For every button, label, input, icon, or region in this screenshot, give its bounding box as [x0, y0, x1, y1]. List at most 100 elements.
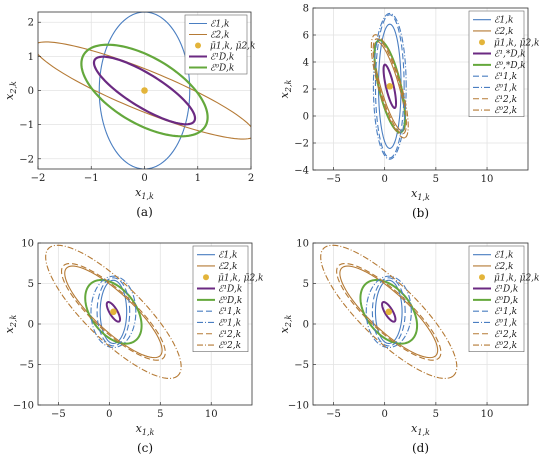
legend-label: ℰ2,k [494, 262, 514, 272]
legend-label: ℰ⁰D,k [494, 296, 518, 306]
ellipse-ed0k [359, 279, 419, 345]
legend: ℰ1,kℰ2,kμ̄1,k, μ̄2,kℰ¹,*D,kℰ⁰,*D,kℰ¹1,kℰ… [468, 10, 540, 117]
x-tick-label: 5 [433, 174, 439, 185]
legend-label: ℰ⁰1,k [218, 318, 241, 328]
ellipse-e10k [372, 12, 407, 160]
ellipse-ed1k [105, 301, 122, 323]
legend-label: ℰ⁰1,k [494, 83, 517, 93]
y-tick-label: 0 [303, 320, 309, 331]
legend-label: ℰ¹1,k [494, 72, 517, 82]
panel-caption: (d) [412, 441, 429, 455]
center-point [385, 308, 393, 316]
x-tick-label: 0 [381, 409, 387, 420]
x-tick-label: 2 [248, 173, 254, 184]
ellipse-e1k [98, 12, 191, 169]
ellipse-ed0k [84, 279, 143, 345]
series-group [320, 244, 458, 379]
y-tick-label: 5 [303, 279, 309, 290]
ellipse-e1k [374, 279, 403, 344]
y-tick-label: 0 [28, 86, 34, 97]
ellipse-e20k [320, 244, 458, 379]
legend-label: ℰ1,k [494, 251, 514, 261]
legend-label: ℰ1,k [494, 16, 514, 26]
x-tick-label: 0 [106, 409, 112, 420]
x-tick-label: 10 [481, 409, 494, 420]
y-axis-label: x2,k [278, 315, 293, 334]
legend-label: ℰ¹D,k [210, 53, 234, 63]
y-tick-label: −5 [19, 360, 34, 371]
legend-marker [195, 42, 201, 49]
ellipse-e20k [45, 244, 182, 379]
y-tick-label: −2 [19, 154, 34, 165]
y-tick-label: 10 [21, 239, 34, 250]
center-point [386, 83, 394, 90]
x-tick-label: −2 [31, 173, 46, 184]
legend-marker [479, 39, 485, 46]
x-tick-label: 1 [195, 173, 201, 184]
y-tick-label: −10 [13, 401, 34, 412]
legend-label: ℰ¹D,k [218, 285, 242, 295]
legend-label: μ̄1,k, μ̄2,k [210, 42, 256, 52]
y-tick-label: 0 [28, 320, 34, 331]
ellipse-e11k [96, 277, 131, 347]
y-tick-label: 1 [28, 52, 34, 63]
ellipse-e21k [372, 38, 407, 135]
x-tick-label: 10 [205, 409, 218, 420]
legend-label: μ̄1,k, μ̄2,k [494, 38, 540, 48]
panel-caption: (b) [412, 206, 429, 220]
legend-label: μ̄1,k, μ̄2,k [218, 273, 264, 283]
legend-label: ℰ⁰2,k [218, 341, 241, 351]
y-tick-label: 4 [303, 58, 309, 69]
ellipse-e20k [370, 34, 409, 139]
legend-label: ℰ¹2,k [494, 95, 517, 105]
center-point [141, 87, 148, 94]
ellipse-ed1k [382, 63, 398, 109]
y-tick-label: 2 [303, 85, 309, 96]
ellipse-e11k [374, 14, 405, 159]
legend-label: ℰ¹2,k [218, 330, 241, 340]
ellipse-e2k [38, 41, 251, 140]
legend-label: ℰ⁰D,k [210, 64, 234, 74]
ellipse-e10k [90, 275, 137, 349]
series-group [370, 12, 409, 160]
legend-label: ℰ¹2,k [494, 330, 517, 340]
y-tick-label: 0 [303, 112, 309, 123]
x-tick-label: 5 [157, 409, 163, 420]
chart-panel-2: −5 0 5 10 −4 −2 0 2 4 6 8 x1,k x2,k ℰ1,kℰ2,kμ̄1,k, μ̄… [278, 4, 540, 221]
legend-label: ℰ⁰1,k [494, 318, 517, 328]
series-group [38, 12, 251, 169]
y-tick-label: −5 [294, 360, 309, 371]
x-axis-label: x1,k [411, 187, 430, 202]
y-tick-label: 5 [28, 279, 34, 290]
legend-label: ℰ⁰D,k [218, 296, 242, 306]
x-axis-label: x1,k [135, 186, 154, 201]
legend-label: ℰ¹1,k [218, 307, 241, 317]
x-axis-label: x1,k [136, 422, 155, 437]
ellipse-e11k [371, 277, 406, 347]
y-axis-label: x2,k [278, 80, 293, 99]
y-tick-label: 8 [303, 4, 309, 15]
y-axis-label: x2,k [3, 81, 18, 100]
ellipse-e21k [60, 262, 166, 361]
y-tick-label: 2 [28, 18, 34, 29]
legend-label: μ̄1,k, μ̄2,k [494, 273, 540, 283]
y-tick-label: −4 [294, 166, 309, 177]
x-tick-label: −5 [51, 409, 66, 420]
legend-label: ℰ1,k [210, 20, 230, 30]
x-tick-label: 0 [141, 173, 147, 184]
x-tick-label: 0 [381, 174, 387, 185]
legend-marker [203, 274, 209, 281]
legend-label: ℰ2,k [494, 27, 514, 37]
chart-panel-4: −5 0 5 10 −10 −5 0 5 10 x1,k x2,k ℰ1,kℰ2,kμ̄1,k, μ̄… [278, 239, 540, 456]
legend-label: ℰ2,k [218, 262, 238, 272]
ellipse-ed0k [80, 43, 209, 138]
chart-panel-3: −5 0 5 10 −10 −5 0 5 10 x1,k x2,k ℰ1,kℰ2,kμ̄1,k, μ̄… [3, 239, 264, 456]
ellipse-ed1k [92, 55, 197, 126]
center-point [110, 308, 117, 316]
x-tick-label: 10 [481, 174, 494, 185]
chart-panel-1: −2 −1 0 1 2 −2 −1 0 1 2 x1,k x2,k ℰ1,kℰ2,kμ̄1,k, μ̄2… [3, 11, 256, 219]
x-tick-label: 5 [433, 409, 439, 420]
